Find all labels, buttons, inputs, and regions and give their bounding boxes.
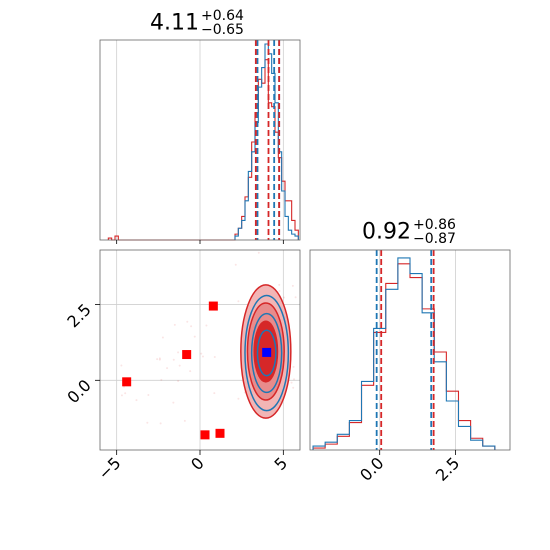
sample-point	[234, 263, 237, 266]
sample-point	[213, 392, 216, 395]
panel1-title-value: 4.11	[150, 10, 199, 36]
sample-point	[205, 324, 208, 327]
y-tick-label: 2.5	[63, 300, 94, 331]
panel1-title: 4.11 +0.64 −0.65	[150, 9, 244, 37]
red-marker	[122, 377, 132, 387]
sample-point	[160, 378, 163, 381]
sample-point	[290, 381, 293, 384]
panel1-title-errors: +0.64 −0.65	[201, 9, 244, 37]
sample-point	[190, 325, 193, 328]
sample-point	[159, 422, 162, 425]
sample-point	[156, 358, 159, 361]
sample-point	[158, 357, 161, 360]
sample-point	[177, 379, 180, 382]
panel1-title-minus: −0.65	[200, 22, 244, 38]
joint-panel	[99, 249, 301, 451]
histogram-blue	[312, 257, 496, 450]
contour-blue	[256, 329, 277, 377]
x-tick-label: 0	[187, 453, 208, 474]
panel1-title-plus: +0.64	[200, 8, 244, 24]
contour-red	[253, 320, 279, 383]
x-tick-label: 5	[271, 453, 292, 474]
sample-point	[278, 289, 281, 292]
sample-point	[193, 335, 196, 338]
red-marker	[200, 430, 210, 440]
sample-point	[294, 296, 297, 299]
sample-point	[147, 394, 150, 397]
sample-point	[186, 320, 189, 323]
marginal-panel-param1	[99, 39, 301, 241]
sample-point	[158, 358, 161, 361]
sample-point	[237, 397, 240, 400]
sample-point	[178, 364, 181, 367]
x-tick-label: 0.0	[356, 453, 387, 484]
sample-point	[189, 370, 192, 373]
sample-point	[146, 421, 149, 424]
red-marker	[182, 350, 192, 360]
sample-point	[257, 251, 260, 254]
panel2-title-errors: +0.86 −0.87	[413, 218, 456, 246]
sample-point	[283, 296, 286, 299]
y-tick-label: 0.0	[63, 376, 94, 407]
sample-point	[200, 352, 203, 355]
sample-point	[201, 355, 204, 358]
sample-point	[183, 419, 186, 422]
sample-point	[278, 283, 281, 286]
contour-red	[246, 302, 285, 401]
contour-red	[240, 284, 292, 419]
sample-point	[161, 336, 164, 339]
panel2-title-plus: +0.86	[412, 217, 456, 233]
sample-point	[237, 300, 240, 303]
sample-point	[172, 358, 175, 361]
contour-blue	[250, 312, 283, 394]
blue-marker	[262, 347, 272, 357]
sample-point	[291, 284, 294, 287]
panel2-title-minus: −0.87	[412, 231, 456, 247]
marginal-panel-param2	[309, 249, 511, 451]
histogram-red	[107, 59, 299, 241]
histogram-red	[312, 263, 496, 450]
sample-point	[292, 386, 295, 389]
histogram-blue	[234, 43, 299, 240]
sample-point	[120, 394, 123, 397]
sample-point	[293, 378, 296, 381]
sample-point	[292, 365, 295, 368]
sample-point	[135, 399, 138, 402]
panel2-title-value: 0.92	[362, 219, 411, 245]
sample-point	[173, 323, 176, 326]
sample-point	[120, 364, 123, 367]
x-tick-label: −5	[94, 453, 124, 483]
sample-point	[172, 401, 175, 404]
panel2-title: 0.92 +0.86 −0.87	[362, 218, 456, 246]
sample-point	[124, 392, 127, 395]
panel2-frame	[309, 249, 511, 451]
red-marker	[215, 428, 225, 438]
sample-point	[177, 351, 180, 354]
sample-point	[213, 355, 216, 358]
sample-point	[166, 367, 169, 370]
contour-blue	[244, 294, 290, 412]
x-tick-label: 2.5	[432, 453, 463, 484]
red-marker	[208, 301, 218, 311]
